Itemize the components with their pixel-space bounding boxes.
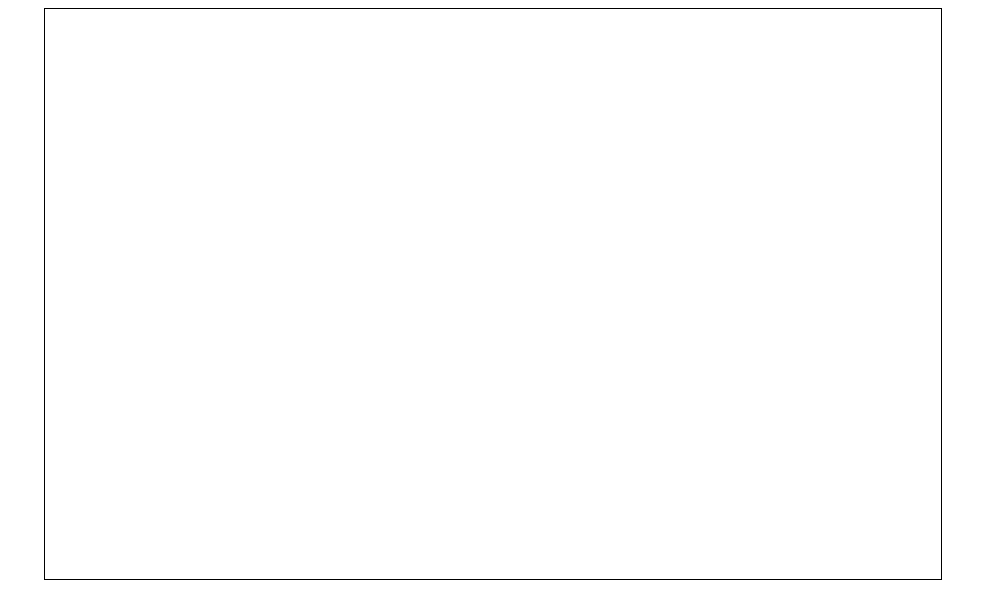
- price-series-canvas: [45, 9, 941, 579]
- plot-area[interactable]: [44, 8, 942, 580]
- y-axis-right: [950, 0, 994, 608]
- x-axis: [0, 581, 994, 608]
- y-axis-left: [0, 0, 44, 608]
